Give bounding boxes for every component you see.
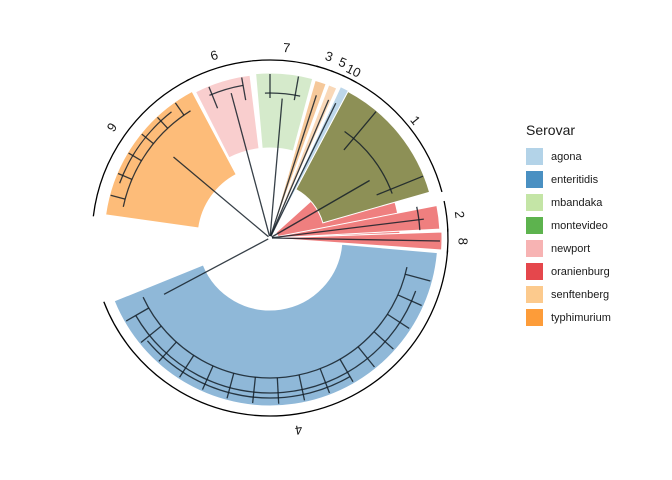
root-branch-2 — [271, 218, 424, 239]
branch — [226, 373, 235, 399]
cluster-arc-8 — [446, 228, 449, 254]
cluster-sector-1 — [295, 90, 431, 224]
root-branch-8 — [271, 237, 440, 242]
root-branch-3 — [269, 95, 317, 237]
legend: Serovar agona enteritidis mbandaka montevid… — [526, 122, 611, 329]
cluster-arc-1 — [350, 78, 443, 193]
legend-item-montevideo: montevideo — [526, 214, 611, 237]
cluster-label-1: 1 — [407, 113, 423, 128]
legend-label: mbandaka — [551, 196, 603, 209]
legend-swatch — [526, 217, 543, 234]
legend-swatch — [526, 148, 543, 165]
root-branch-1 — [271, 179, 370, 238]
cluster-label-2: 2 — [452, 210, 468, 219]
legend-label: typhimurium — [551, 311, 611, 324]
branch-4-mid — [135, 290, 417, 394]
cluster-arc-9 — [92, 78, 190, 217]
cluster-sector-4 — [113, 243, 438, 407]
cluster-sectors — [105, 72, 443, 407]
branch-9-inner — [122, 110, 191, 207]
cluster-label-7: 7 — [282, 40, 291, 56]
legend-swatch — [526, 309, 543, 326]
cluster-label-9: 9 — [104, 120, 120, 135]
root-branch-10 — [270, 102, 337, 237]
cluster-label-8: 8 — [455, 238, 470, 245]
cluster-arc-2 — [443, 200, 449, 232]
branch — [241, 77, 247, 101]
legend-swatch — [526, 263, 543, 280]
root-branch-5 — [270, 99, 330, 237]
legend-item-typhimurium: typhimurium — [526, 306, 611, 329]
branch — [141, 133, 154, 145]
legend-swatch — [526, 171, 543, 188]
branch — [339, 358, 354, 383]
legend-title: Serovar — [526, 122, 576, 138]
legend-items: agona enteritidis mbandaka montevideo newpor… — [526, 145, 611, 329]
branch — [110, 194, 126, 200]
branch — [276, 377, 280, 404]
branch — [179, 355, 195, 378]
legend-item-oranienburg: oranienburg — [526, 260, 611, 283]
branch — [125, 307, 150, 322]
legend-item-senftenberg: senftenberg — [526, 283, 611, 306]
cluster-arcs — [92, 59, 449, 417]
branch — [252, 377, 257, 404]
legend-label: newport — [551, 242, 591, 255]
root-branch-9 — [173, 156, 269, 238]
legend-item-enteritidis: enteritidis — [526, 168, 611, 191]
root-branch-4 — [163, 238, 269, 295]
branch — [405, 273, 431, 282]
branch — [156, 116, 169, 129]
cluster-arc-6 — [186, 60, 252, 82]
cluster-label-10: 10 — [344, 61, 364, 81]
legend-label: senftenberg — [551, 288, 610, 301]
branch-1-arc — [344, 130, 393, 194]
legend-label: agona — [551, 150, 582, 163]
cluster-label-4: 4 — [294, 422, 303, 438]
legend-swatch — [526, 194, 543, 211]
branch — [397, 294, 422, 307]
legend-item-agona: agona — [526, 145, 611, 168]
branch — [128, 152, 142, 162]
legend-item-mbandaka: mbandaka — [526, 191, 611, 214]
branch-2-arc — [416, 206, 421, 231]
branch — [140, 325, 162, 343]
legend-label: montevideo — [551, 219, 608, 232]
branch — [174, 102, 185, 116]
branch — [117, 172, 133, 180]
branch — [158, 341, 177, 362]
branch — [201, 365, 214, 390]
branch — [208, 86, 219, 109]
branch — [343, 111, 377, 151]
branch-7-arc — [264, 92, 301, 97]
cluster-label-6: 6 — [208, 47, 219, 63]
branch — [357, 346, 375, 368]
cluster-sector-9 — [105, 90, 237, 229]
branch — [319, 368, 331, 394]
cluster-arc-7 — [251, 59, 320, 68]
legend-swatch — [526, 286, 543, 303]
tree-branches — [110, 74, 440, 404]
cluster-label-3: 3 — [323, 48, 335, 65]
legend-label: enteritidis — [551, 173, 599, 186]
branch-4-inner — [142, 266, 408, 379]
root-branch-6 — [230, 92, 271, 237]
branch — [387, 313, 410, 329]
branch — [293, 76, 300, 101]
branch-4-outer — [146, 340, 351, 399]
branch — [376, 175, 424, 196]
legend-label: oranienburg — [551, 265, 610, 278]
branch — [373, 331, 394, 350]
cluster-arc-4 — [103, 250, 449, 417]
legend-item-newport: newport — [526, 237, 611, 260]
legend-swatch — [526, 240, 543, 257]
branch — [298, 374, 306, 401]
root-branch-7 — [269, 98, 283, 237]
